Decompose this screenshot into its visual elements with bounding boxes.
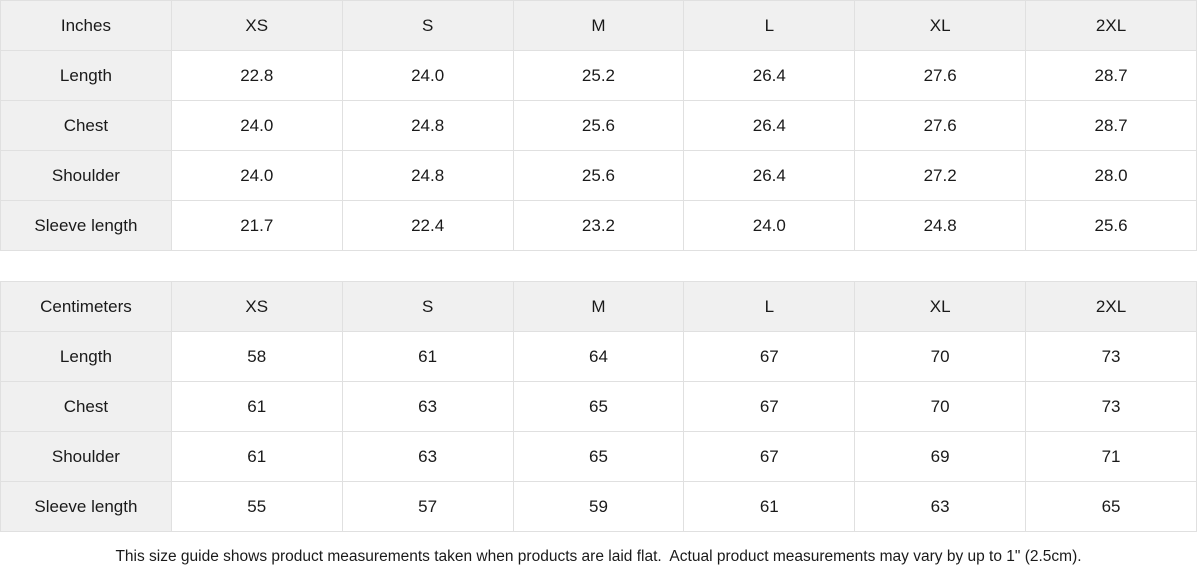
size-header-cell: XL [854, 0, 1027, 51]
size-header-cell: L [683, 0, 856, 51]
table-row: Chest 61 63 65 67 70 73 [0, 381, 1197, 432]
inches-size-table: Inches XS S M L XL 2XL Length 22.8 24.0 25.2 26.4 27… [0, 0, 1197, 251]
measurement-value-cell: 24.0 [341, 50, 514, 101]
measurement-value-cell: 27.6 [854, 100, 1027, 151]
measurement-value-cell: 69 [854, 431, 1027, 482]
measurement-value-cell: 71 [1025, 431, 1197, 482]
measurement-value-cell: 21.7 [170, 200, 343, 251]
measurement-value-cell: 57 [341, 481, 514, 532]
measurement-value-cell: 25.6 [512, 100, 685, 151]
table-row: Sleeve length 21.7 22.4 23.2 24.0 24.8 25.6 [0, 200, 1197, 251]
measurement-value-cell: 26.4 [683, 50, 856, 101]
measurement-value-cell: 59 [512, 481, 685, 532]
measurement-value-cell: 58 [170, 331, 343, 382]
centimeters-size-table: Centimeters XS S M L XL 2XL Length 58 61 64 67 70 73 C… [0, 281, 1197, 532]
size-header-cell: XL [854, 281, 1027, 332]
size-header-cell: L [683, 281, 856, 332]
table-row: Sleeve length 55 57 59 61 63 65 [0, 481, 1197, 532]
table-row: Chest 24.0 24.8 25.6 26.4 27.6 28.7 [0, 100, 1197, 151]
measurement-value-cell: 23.2 [512, 200, 685, 251]
measurement-value-cell: 61 [170, 431, 343, 482]
size-table: Inches XS S M L XL 2XL Length 22.8 24.0 25.2 26.4 27… [0, 0, 1197, 251]
size-header-cell: S [341, 281, 514, 332]
measurement-value-cell: 24.8 [341, 100, 514, 151]
measurement-value-cell: 61 [170, 381, 343, 432]
measurement-value-cell: 28.7 [1025, 50, 1197, 101]
size-header-cell: S [341, 0, 514, 51]
measurement-value-cell: 63 [341, 381, 514, 432]
measurement-value-cell: 24.0 [683, 200, 856, 251]
measurement-label-cell: Sleeve length [0, 200, 172, 251]
table-spacer [0, 251, 1197, 281]
measurement-value-cell: 25.6 [512, 150, 685, 201]
measurement-value-cell: 24.0 [170, 100, 343, 151]
measurement-value-cell: 67 [683, 331, 856, 382]
measurement-value-cell: 63 [854, 481, 1027, 532]
size-guide-note: This size guide shows product measuremen… [0, 532, 1197, 580]
table-header-row: Centimeters XS S M L XL 2XL [0, 281, 1197, 332]
size-header-cell: XS [170, 281, 343, 332]
table-row: Length 22.8 24.0 25.2 26.4 27.6 28.7 [0, 50, 1197, 101]
unit-header-cell: Centimeters [0, 281, 172, 332]
measurement-value-cell: 27.2 [854, 150, 1027, 201]
measurement-value-cell: 65 [512, 431, 685, 482]
table-row: Length 58 61 64 67 70 73 [0, 331, 1197, 382]
table-row: Shoulder 61 63 65 67 69 71 [0, 431, 1197, 482]
measurement-label-cell: Chest [0, 100, 172, 151]
measurement-value-cell: 55 [170, 481, 343, 532]
measurement-value-cell: 22.4 [341, 200, 514, 251]
table-header-row: Inches XS S M L XL 2XL [0, 0, 1197, 51]
table-row: Shoulder 24.0 24.8 25.6 26.4 27.2 28.0 [0, 150, 1197, 201]
size-header-cell: XS [170, 0, 343, 51]
measurement-value-cell: 65 [512, 381, 685, 432]
measurement-value-cell: 28.0 [1025, 150, 1197, 201]
measurement-value-cell: 61 [683, 481, 856, 532]
measurement-value-cell: 61 [341, 331, 514, 382]
unit-header-cell: Inches [0, 0, 172, 51]
measurement-value-cell: 65 [1025, 481, 1197, 532]
size-header-cell: 2XL [1025, 0, 1197, 51]
measurement-label-cell: Shoulder [0, 431, 172, 482]
measurement-label-cell: Chest [0, 381, 172, 432]
measurement-value-cell: 67 [683, 381, 856, 432]
size-header-cell: 2XL [1025, 281, 1197, 332]
measurement-value-cell: 28.7 [1025, 100, 1197, 151]
measurement-label-cell: Sleeve length [0, 481, 172, 532]
measurement-value-cell: 70 [854, 381, 1027, 432]
measurement-label-cell: Shoulder [0, 150, 172, 201]
measurement-value-cell: 67 [683, 431, 856, 482]
measurement-value-cell: 25.2 [512, 50, 685, 101]
measurement-value-cell: 26.4 [683, 150, 856, 201]
measurement-value-cell: 24.8 [854, 200, 1027, 251]
measurement-value-cell: 27.6 [854, 50, 1027, 101]
measurement-value-cell: 22.8 [170, 50, 343, 101]
measurement-label-cell: Length [0, 331, 172, 382]
size-table: Centimeters XS S M L XL 2XL Length 58 61 64 67 70 73 C… [0, 281, 1197, 532]
size-header-cell: M [512, 281, 685, 332]
measurement-value-cell: 73 [1025, 381, 1197, 432]
measurement-value-cell: 73 [1025, 331, 1197, 382]
size-header-cell: M [512, 0, 685, 51]
measurement-value-cell: 64 [512, 331, 685, 382]
measurement-value-cell: 70 [854, 331, 1027, 382]
measurement-value-cell: 24.8 [341, 150, 514, 201]
measurement-label-cell: Length [0, 50, 172, 101]
measurement-value-cell: 25.6 [1025, 200, 1197, 251]
measurement-value-cell: 26.4 [683, 100, 856, 151]
measurement-value-cell: 63 [341, 431, 514, 482]
measurement-value-cell: 24.0 [170, 150, 343, 201]
